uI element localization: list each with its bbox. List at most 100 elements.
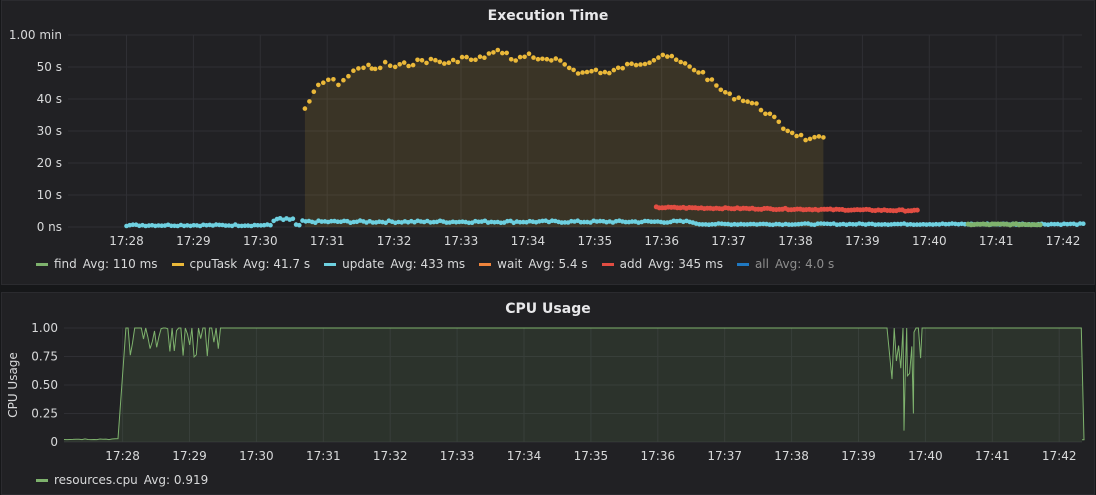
panel-title[interactable]: Execution Time — [487, 8, 609, 24]
legend: resources.cpu Avg: 0.919 — [36, 473, 208, 487]
cputask-point — [682, 61, 688, 66]
cpu-usage-chart[interactable]: 17:28 17:29 17:30 17:31 17:32 17:33 17:34 17:35… — [2, 293, 1096, 471]
update-point — [159, 223, 164, 228]
grid — [68, 34, 1082, 228]
x-tick-label: 17:41 — [979, 234, 1014, 248]
cputask-point — [754, 101, 759, 106]
legend-series-name: cpuTask — [189, 257, 238, 271]
cputask-point — [763, 111, 768, 117]
y-tick-label: 0.50 — [31, 378, 58, 392]
y-tick-label: 0.25 — [31, 407, 58, 421]
cputask-point — [700, 69, 706, 75]
cputask-point — [415, 57, 420, 63]
cputask-point — [531, 55, 536, 60]
legend-item-update[interactable]: update Avg: 433 ms — [324, 257, 465, 271]
cputask-point — [508, 57, 514, 62]
execution-time-panel: Execution Time 17:28 17:29 17:30 17:31 17:32… — [1, 0, 1095, 285]
cputask-point — [366, 62, 371, 68]
cputask-point — [812, 134, 817, 140]
cputask-area — [304, 50, 824, 227]
legend-item-find[interactable]: find Avg: 110 ms — [36, 257, 158, 271]
cpu-usage-panel: CPU Usage 17:28 17:29 17:30 17:31 17:32 17:33… — [1, 292, 1095, 495]
x-tick-label: 17:35 — [574, 449, 609, 463]
update-point — [466, 220, 472, 226]
legend-item-all[interactable]: all Avg: 4.0 s — [736, 257, 835, 271]
update-point — [1081, 221, 1086, 226]
cputask-point — [611, 67, 617, 73]
cputask-point — [442, 61, 447, 66]
update-point — [581, 219, 587, 225]
cputask-point — [356, 66, 361, 71]
update-point — [130, 222, 136, 227]
update-point — [255, 223, 260, 228]
cputask-point — [382, 59, 388, 65]
x-tick-label: 17:37 — [711, 234, 746, 248]
panel-title[interactable]: CPU Usage — [505, 301, 591, 317]
update-point — [191, 223, 196, 228]
legend-item-add[interactable]: add Avg: 345 ms — [601, 257, 723, 271]
cputask-point — [696, 70, 701, 75]
cputask-point — [302, 106, 308, 111]
cputask-point — [758, 107, 764, 113]
legend-series-name: update — [342, 257, 385, 271]
legend-item-cpuTask[interactable]: cpuTask Avg: 41.7 s — [171, 257, 310, 271]
x-tick-label: 17:31 — [310, 234, 345, 248]
x-tick-label: 17:42 — [1042, 449, 1077, 463]
x-tick-label: 17:29 — [172, 449, 207, 463]
update-point — [709, 222, 715, 227]
cputask-point — [584, 69, 590, 75]
legend-series-avg: Avg: 5.4 s — [528, 257, 588, 271]
x-tick-label: 17:34 — [507, 449, 542, 463]
cputask-point — [372, 66, 378, 72]
cputask-point — [369, 66, 375, 71]
x-tick-label: 17:41 — [975, 449, 1010, 463]
cputask-point — [544, 56, 550, 62]
update-point — [741, 222, 747, 227]
cputask-point — [513, 58, 518, 63]
cputask-point — [580, 70, 585, 75]
cputask-point — [486, 51, 492, 56]
cputask-point — [428, 56, 434, 62]
cputask-point — [446, 60, 452, 65]
execution-time-chart[interactable]: 17:28 17:29 17:30 17:31 17:32 17:33 17:34 17:35… — [2, 1, 1096, 256]
update-point — [444, 220, 449, 225]
cputask-point — [477, 54, 483, 59]
x-tick-label: 17:37 — [707, 449, 742, 463]
cputask-point — [473, 57, 478, 63]
y-tick-label: 30 s — [37, 124, 62, 138]
cputask-point — [433, 57, 438, 63]
update-point — [297, 222, 302, 228]
legend-series-avg: Avg: 4.0 s — [774, 257, 835, 271]
update-point — [943, 221, 948, 227]
legend-swatch — [36, 262, 48, 266]
legend-item-resources-cpu[interactable]: resources.cpu Avg: 0.919 — [36, 473, 208, 487]
x-tick-label: 17:31 — [306, 449, 341, 463]
cputask-point — [589, 68, 594, 74]
y-tick-label: 20 s — [37, 156, 62, 170]
update-point — [169, 223, 174, 229]
cputask-point — [504, 50, 510, 56]
update-point — [335, 219, 341, 224]
cputask-point — [316, 82, 321, 88]
x-tick-label: 17:38 — [778, 234, 813, 248]
cputask-point — [549, 58, 554, 63]
cputask-point — [598, 70, 603, 76]
update-point — [895, 221, 900, 227]
cputask-point — [437, 59, 443, 65]
update-point — [1049, 221, 1054, 227]
cputask-point — [361, 65, 366, 71]
cputask-point — [821, 135, 826, 140]
y-axis-label: CPU Usage — [6, 352, 20, 418]
x-tick-label: 17:33 — [444, 234, 479, 248]
update-point — [821, 221, 827, 226]
cputask-point — [482, 55, 487, 60]
x-tick-label: 17:40 — [908, 449, 943, 463]
cputask-point — [575, 71, 581, 76]
cputask-point — [798, 132, 804, 138]
cputask-point — [491, 50, 496, 55]
cputask-point — [602, 69, 608, 75]
x-tick-label: 17:29 — [176, 234, 211, 248]
update-point — [217, 222, 222, 228]
cputask-point — [740, 98, 746, 104]
legend-item-wait[interactable]: wait Avg: 5.4 s — [479, 257, 588, 271]
